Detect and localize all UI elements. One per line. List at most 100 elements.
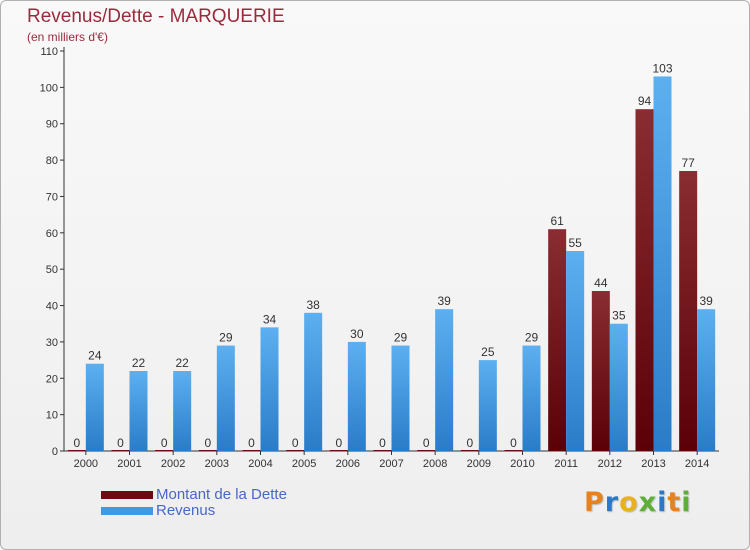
proxiti-logo-letter: x (638, 487, 658, 518)
y-tick-label: 40 (46, 301, 58, 313)
bar-revenus (85, 363, 104, 451)
bar-revenus (304, 312, 323, 451)
bar-dette (591, 291, 610, 451)
y-tick-label: 20 (46, 373, 58, 385)
x-tick-label: 2008 (423, 458, 447, 470)
bar-dette (679, 171, 698, 451)
proxiti-logo-letter: P (584, 487, 605, 518)
x-tick-label: 2010 (510, 458, 534, 470)
data-label: 44 (594, 276, 608, 290)
x-tick-label: 2003 (205, 458, 229, 470)
legend-label-revenus: Revenus (156, 502, 216, 519)
bar-dette (242, 450, 261, 451)
proxiti-logo-letter: o (619, 487, 639, 518)
x-tick-label: 2000 (74, 458, 98, 470)
bar-dette (548, 229, 567, 451)
chart-title: Revenus/Dette - MARQUERIE (27, 6, 285, 27)
data-label: 0 (73, 436, 80, 450)
bar-dette (67, 450, 86, 451)
bar-dette (417, 450, 436, 451)
bar-revenus (609, 323, 628, 451)
bar-dette (198, 450, 217, 451)
bar-revenus (260, 327, 279, 451)
data-label: 55 (568, 236, 582, 250)
data-label: 30 (350, 327, 364, 341)
proxiti-logo: Proxiti (584, 487, 692, 518)
data-label: 24 (88, 349, 102, 363)
bar-dette (373, 450, 392, 451)
data-label: 39 (437, 294, 451, 308)
bar-revenus (347, 341, 366, 451)
x-tick-label: 2002 (161, 458, 185, 470)
bar-revenus (478, 360, 497, 451)
x-tick-label: 2011 (554, 458, 578, 470)
data-label: 61 (550, 214, 564, 228)
x-tick-label: 2013 (641, 458, 665, 470)
data-label: 0 (117, 436, 124, 450)
y-tick-label: 100 (40, 82, 58, 94)
y-tick-label: 60 (46, 228, 58, 240)
data-label: 103 (652, 61, 672, 75)
x-tick-label: 2004 (248, 458, 272, 470)
proxiti-logo-letter: i (657, 487, 668, 518)
data-label: 0 (335, 436, 342, 450)
bar-revenus (522, 345, 541, 451)
data-label: 35 (612, 309, 626, 323)
data-label: 0 (292, 436, 299, 450)
data-label: 77 (681, 156, 695, 170)
bar-revenus (216, 345, 235, 451)
data-label: 94 (638, 94, 652, 108)
legend-label-dette: Montant de la Dette (156, 486, 287, 503)
data-label: 22 (132, 356, 146, 370)
data-label: 29 (219, 331, 233, 345)
data-label: 0 (161, 436, 168, 450)
data-label: 29 (525, 331, 539, 345)
proxiti-logo-letter: r (604, 487, 620, 518)
data-label: 25 (481, 345, 495, 359)
bar-revenus (566, 251, 585, 451)
data-label: 0 (423, 436, 430, 450)
bar-dette (111, 450, 130, 451)
data-label: 22 (175, 356, 189, 370)
bar-dette (155, 450, 174, 451)
bar-revenus (129, 371, 148, 451)
bar-dette (504, 450, 523, 451)
legend-swatch-revenus (101, 507, 153, 515)
data-label: 0 (204, 436, 211, 450)
legend-swatch-dette (101, 491, 153, 499)
bar-dette (286, 450, 305, 451)
x-tick-label: 2014 (685, 458, 709, 470)
x-tick-label: 2007 (379, 458, 403, 470)
y-tick-label: 70 (46, 191, 58, 203)
chart-subtitle: (en milliers d'€) (27, 30, 108, 44)
data-label: 34 (263, 312, 277, 326)
y-tick-label: 0 (52, 446, 58, 458)
y-tick-label: 80 (46, 155, 58, 167)
x-tick-label: 2006 (336, 458, 360, 470)
bar-dette (460, 450, 479, 451)
bar-dette (635, 109, 654, 451)
y-tick-label: 10 (46, 410, 58, 422)
data-label: 0 (248, 436, 255, 450)
y-tick-label: 50 (46, 264, 58, 276)
proxiti-logo-letter: i (681, 487, 692, 518)
bar-revenus (697, 309, 716, 451)
bar-revenus (435, 309, 454, 451)
data-label: 29 (394, 331, 408, 345)
x-tick-label: 2009 (467, 458, 491, 470)
bar-revenus (653, 76, 672, 452)
bar-revenus (173, 371, 192, 451)
data-label: 0 (379, 436, 386, 450)
bar-revenus (391, 345, 410, 451)
data-label: 0 (510, 436, 517, 450)
x-tick-label: 2001 (117, 458, 141, 470)
data-label: 0 (466, 436, 473, 450)
x-tick-label: 2012 (598, 458, 622, 470)
y-tick-label: 110 (40, 46, 58, 58)
data-label: 38 (306, 298, 320, 312)
y-tick-label: 30 (46, 337, 58, 349)
data-label: 39 (699, 294, 713, 308)
x-tick-label: 2005 (292, 458, 316, 470)
